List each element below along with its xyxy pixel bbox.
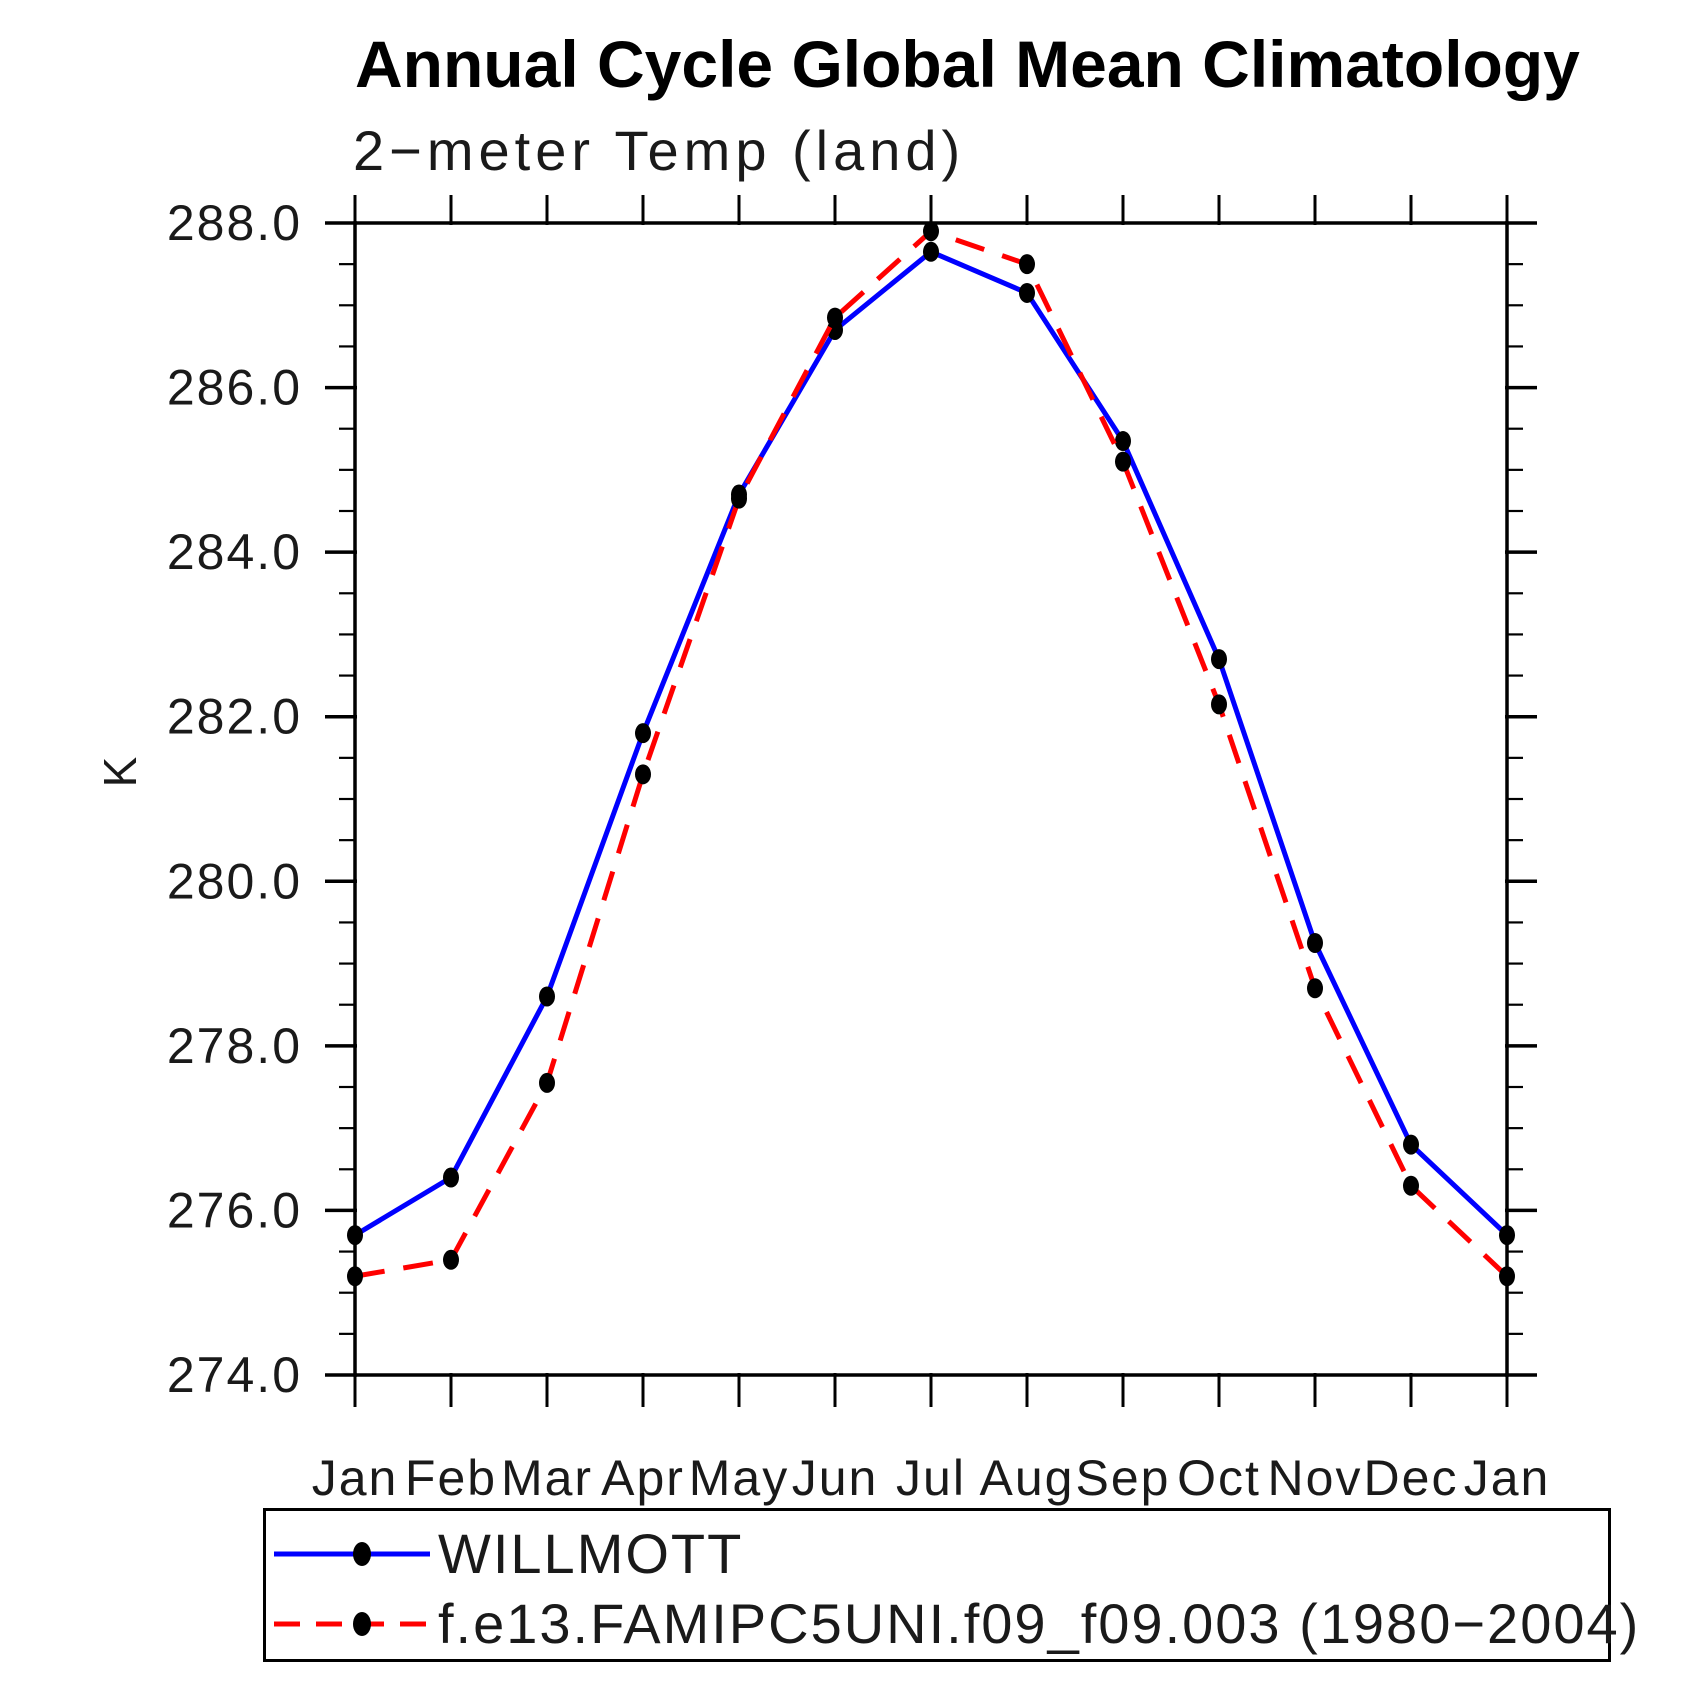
data-point-marker: [1211, 649, 1227, 670]
x-axis-tick-label: Dec: [1364, 1450, 1459, 1506]
data-point-marker: [539, 986, 555, 1007]
legend-entry-willmott: WILLMOTT: [266, 1519, 743, 1589]
data-point-marker: [1307, 978, 1323, 999]
x-axis-tick-label: Aug: [980, 1450, 1075, 1506]
y-axis-tick-label: 278.0: [167, 1018, 302, 1074]
y-axis-tick-label: 274.0: [167, 1347, 302, 1403]
legend-line-sample-dashed: [274, 1612, 430, 1636]
data-point-marker: [347, 1266, 363, 1287]
y-axis-tick-label: 288.0: [167, 195, 302, 251]
legend-box: WILLMOTT f.e13.FAMIPC5UNI.f09_f09.003 (1…: [263, 1508, 1638, 1662]
data-point-marker: [443, 1167, 459, 1188]
data-point-marker: [1115, 431, 1131, 452]
data-point-marker: [731, 488, 747, 509]
x-axis-tick-label: May: [689, 1450, 789, 1506]
y-axis-tick-label: 276.0: [167, 1182, 302, 1238]
data-point-marker: [923, 241, 939, 262]
legend-label-willmott: WILLMOTT: [438, 1522, 744, 1585]
data-point-marker: [347, 1225, 363, 1246]
x-axis-tick-label: Mar: [501, 1450, 593, 1506]
data-point-marker: [1019, 254, 1035, 275]
x-axis-tick-label: Sep: [1076, 1450, 1171, 1506]
chart-title: Annual Cycle Global Mean Climatology: [355, 27, 1580, 101]
data-point-marker: [635, 764, 651, 785]
series-line-0: [353, 248, 1509, 1238]
x-axis-tick-label: Jun: [792, 1450, 879, 1506]
data-point-marker: [1115, 451, 1131, 472]
data-point-marker: [539, 1072, 555, 1093]
chart-subtitle: 2−meter Temp (land): [353, 119, 966, 182]
legend-entry-model: f.e13.FAMIPC5UNI.f09_f09.003 (1980−2004): [266, 1589, 1640, 1659]
y-axis-tick-label: 284.0: [167, 524, 302, 580]
x-axis-tick-label: Jan: [1464, 1450, 1551, 1506]
data-point-marker: [1499, 1225, 1515, 1246]
data-point-marker: [1403, 1134, 1419, 1155]
data-point-marker: [1307, 933, 1323, 953]
x-axis-tick-label: Nov: [1268, 1450, 1363, 1506]
data-point-marker: [1019, 282, 1035, 303]
x-axis-tick-label: Jan: [312, 1450, 399, 1506]
legend-line-sample-solid: [274, 1542, 430, 1566]
plot-frame: [353, 221, 1509, 1377]
x-axis-tick-label: Oct: [1177, 1450, 1261, 1506]
y-axis-tick-label: 280.0: [167, 853, 302, 909]
data-point-marker: [1403, 1175, 1419, 1196]
x-axis-tick-label: Feb: [405, 1450, 497, 1506]
y-axis-tick-label: 282.0: [167, 689, 302, 745]
series-line-1: [354, 228, 1509, 1279]
data-point-marker: [923, 221, 939, 242]
data-point-marker: [827, 307, 843, 328]
x-axis-tick-label: Jul: [896, 1450, 966, 1506]
data-point-marker: [1211, 694, 1227, 715]
data-point-marker: [1499, 1266, 1515, 1287]
data-point-marker: [443, 1249, 459, 1270]
data-point-marker: [635, 723, 651, 744]
y-axis-tick-label: 286.0: [167, 360, 302, 416]
x-axis-tick-label: Apr: [601, 1450, 685, 1506]
legend-label-model: f.e13.FAMIPC5UNI.f09_f09.003 (1980−2004): [438, 1592, 1641, 1655]
